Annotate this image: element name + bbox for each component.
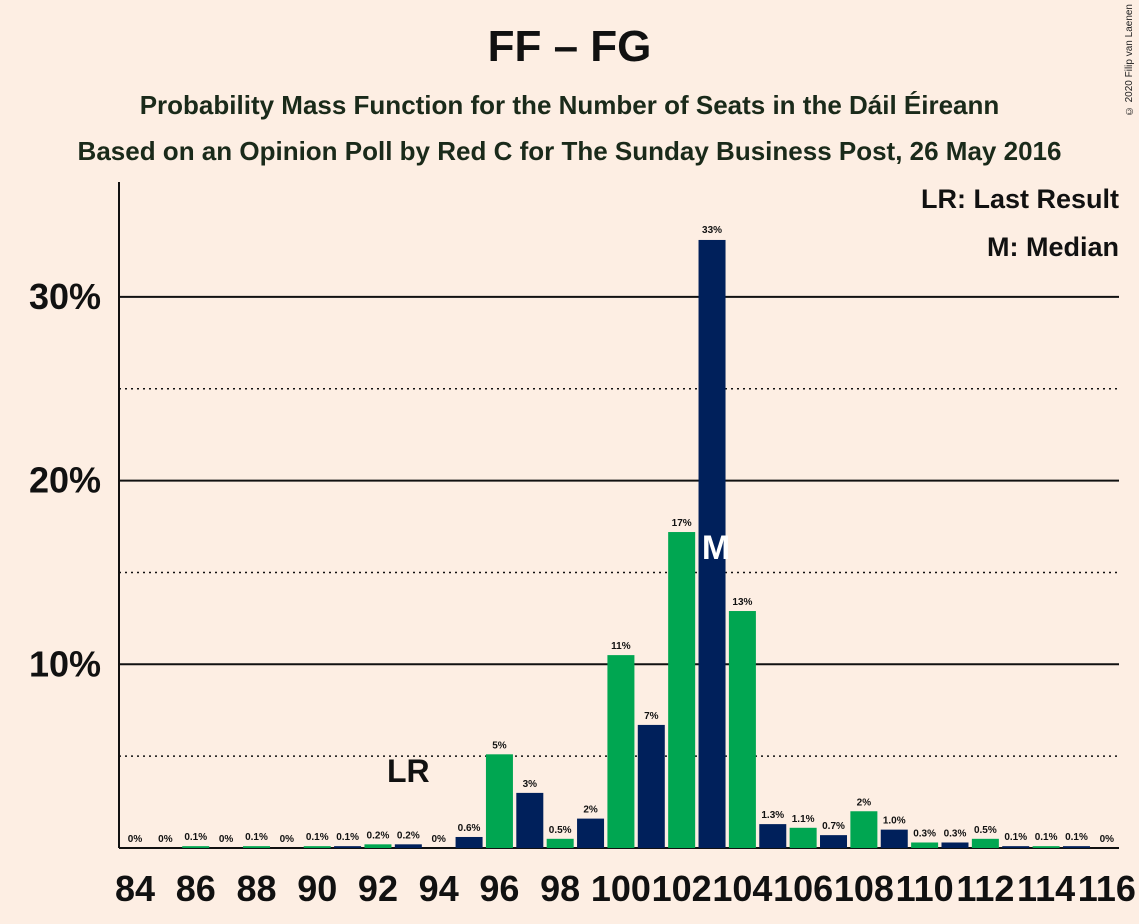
x-tick-label: 106 [773,868,833,909]
bar-label-99: 2% [583,805,598,816]
bar-103 [698,239,726,848]
x-tick-label: 84 [115,868,155,909]
bar-label-116: 0% [1100,834,1115,845]
bar-label-103: 33% [702,225,722,236]
bar-86 [182,846,210,848]
bar-97 [516,792,544,848]
bar-label-114: 0.1% [1035,832,1058,843]
bar-label-112: 0.5% [974,825,997,836]
bar-108 [850,811,878,848]
bar-label-92: 0.2% [367,830,390,841]
bar-110 [911,842,939,848]
median-marker: M [702,529,730,567]
x-tick-label: 90 [297,868,337,909]
x-tick-label: 116 [1078,868,1136,909]
last-result-marker: LR [387,753,430,789]
bar-111 [941,842,969,848]
bar-91 [334,846,362,848]
bar-95 [455,836,483,848]
bar-label-107: 0.7% [822,821,845,832]
bar-label-105: 1.3% [761,810,784,821]
x-tick-label: 92 [358,868,398,909]
y-tick-label: 30% [29,276,101,317]
bar-98 [546,838,574,848]
bar-label-102: 17% [672,518,692,529]
x-tick-label: 104 [712,868,772,909]
chart-subtitle: Probability Mass Function for the Number… [139,90,1000,120]
bar-104 [728,611,756,848]
bar-label-93: 0.2% [397,830,420,841]
bar-label-97: 3% [523,779,538,790]
bar-99 [577,818,605,848]
bar-102 [668,532,696,848]
x-tick-label: 100 [591,868,651,909]
bar-label-88: 0.1% [245,832,268,843]
x-tick-label: 98 [540,868,580,909]
x-tick-label: 94 [419,868,459,909]
bar-92 [364,844,392,848]
bar-label-91: 0.1% [336,832,359,843]
legend-median: M: Median [987,232,1119,262]
x-tick-label: 88 [236,868,276,909]
bar-88 [242,846,270,848]
bar-label-111: 0.3% [944,828,967,839]
x-tick-label: 112 [956,868,1014,909]
bar-label-113: 0.1% [1004,832,1027,843]
bar-112 [971,838,999,848]
bar-label-86: 0.1% [184,832,207,843]
x-tick-label: 102 [652,868,712,909]
bar-96 [485,754,513,848]
bar-label-115: 0.1% [1065,832,1088,843]
bar-106 [789,827,817,848]
x-tick-label: 96 [479,868,519,909]
bar-93 [394,844,422,848]
x-tick-label: 110 [896,868,954,909]
bar-100 [607,655,635,848]
x-tick-label: 108 [834,868,894,909]
y-tick-label: 20% [29,460,101,501]
bar-101 [637,724,665,848]
bar-label-84: 0% [128,834,143,845]
bar-114 [1032,846,1060,848]
bar-label-104: 13% [732,597,752,608]
y-tick-label: 10% [29,643,101,684]
chart-title: FF – FG [487,22,652,71]
bar-label-110: 0.3% [913,828,936,839]
bar-label-108: 2% [857,797,872,808]
bar-label-96: 5% [492,740,507,751]
bar-label-106: 1.1% [792,814,815,825]
bar-label-87: 0% [219,834,234,845]
x-tick-label: 86 [176,868,216,909]
bar-105 [759,824,787,848]
bar-label-90: 0.1% [306,832,329,843]
bar-90 [303,846,331,848]
bar-label-94: 0% [431,834,446,845]
bar-label-101: 7% [644,711,659,722]
bar-113 [1002,846,1030,848]
chart-source-subtitle: Based on an Opinion Poll by Red C for Th… [77,136,1062,166]
bar-115 [1062,846,1090,848]
bar-label-100: 11% [611,641,631,652]
bar-label-85: 0% [158,834,173,845]
x-tick-label: 114 [1017,868,1075,909]
bar-label-89: 0% [280,834,295,845]
bar-label-95: 0.6% [458,823,481,834]
legend-last-result: LR: Last Result [920,184,1119,214]
bar-label-98: 0.5% [549,825,572,836]
bar-107 [820,835,848,848]
bar-label-109: 1.0% [883,816,906,827]
bar-109 [880,829,908,848]
